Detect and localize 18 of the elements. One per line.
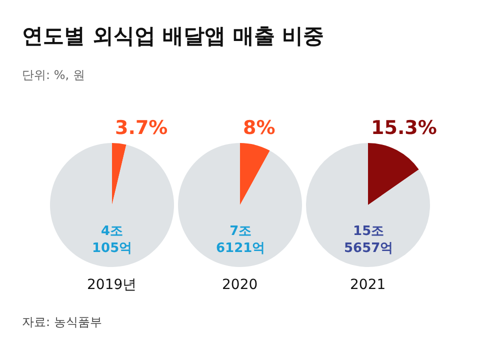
text: 7조 6121억 xyxy=(216,224,266,256)
pie-slice xyxy=(368,143,419,205)
data-label: 15.3% xyxy=(371,117,437,139)
text: 2021 xyxy=(350,277,386,293)
pie-slice xyxy=(50,143,174,267)
text: 15조 5657억 xyxy=(344,224,394,256)
text: 4조 105억 xyxy=(92,224,132,256)
pie-slice xyxy=(240,143,270,205)
pie-slice xyxy=(112,143,126,205)
text: 2019년 xyxy=(87,277,137,293)
text: 자료: 농식품부 xyxy=(22,315,102,329)
pie-slice xyxy=(306,143,430,267)
pie-slice xyxy=(178,143,302,267)
chart-subtitle: 단위: %, 원 xyxy=(22,68,85,82)
data-label: 3.7% xyxy=(115,117,168,139)
data-label: 8% xyxy=(243,117,276,139)
chart-title: 연도별 외식업 배달앱 매출 비중 xyxy=(22,24,324,48)
text: 2020 xyxy=(222,277,258,293)
